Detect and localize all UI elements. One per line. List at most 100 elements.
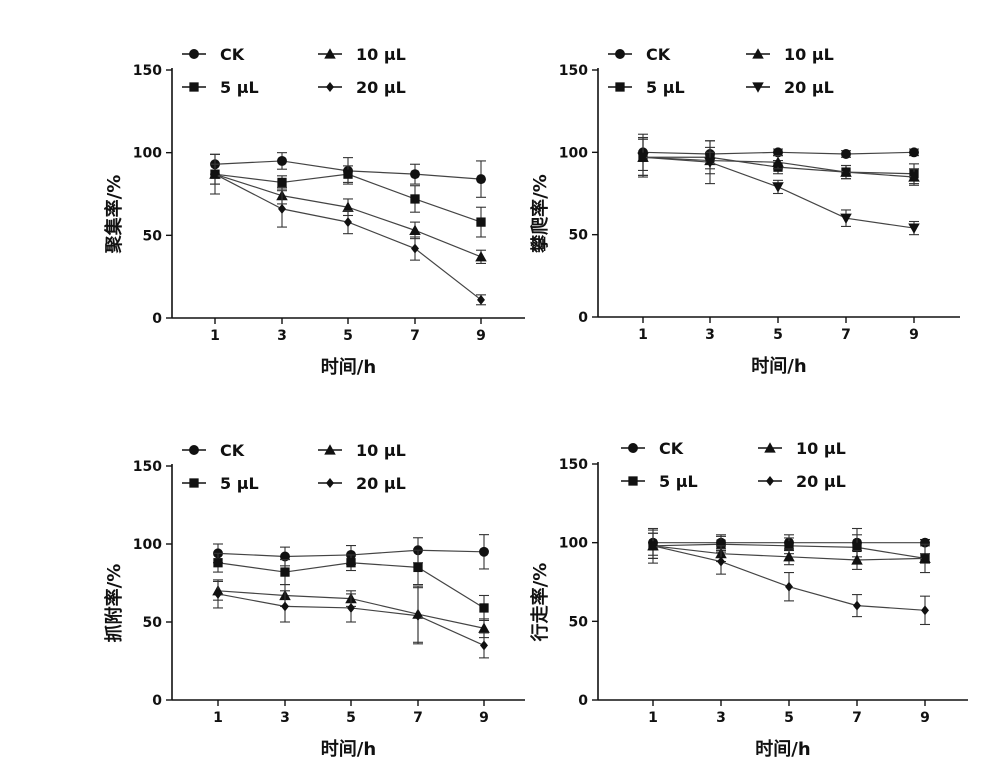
y-tick-label: 150 [133, 459, 162, 475]
data-point [783, 551, 795, 562]
data-point [479, 546, 489, 557]
legend: CK 5 μL 10 μL 20 μL [182, 45, 406, 97]
data-point [649, 540, 657, 551]
y-tick-label: 100 [133, 146, 162, 162]
data-point [840, 166, 852, 177]
legend-item: 5 μL [608, 78, 685, 97]
x-axis-label: 时间/h [321, 357, 376, 378]
legend: CK 5 μL 10 μL 20 μL [621, 439, 846, 491]
legend-label: 10 μL [784, 45, 834, 64]
legend-marker [628, 476, 638, 486]
data-point [840, 213, 852, 224]
legend-marker [189, 49, 199, 59]
legend-item: 10 μL [318, 441, 406, 460]
x-tick-label: 5 [784, 710, 794, 726]
series-4 [210, 153, 486, 306]
legend-marker [189, 445, 199, 455]
x-tick-label: 3 [280, 710, 290, 726]
legend-item: 5 μL [182, 78, 259, 97]
legend: CK 5 μL 10 μL 20 μL [608, 45, 834, 97]
y-tick-label: 50 [143, 228, 163, 244]
legend-item: 5 μL [182, 474, 259, 493]
data-point [477, 294, 485, 305]
data-point [785, 581, 793, 592]
legend-marker [615, 49, 625, 59]
legend-label: 5 μL [220, 78, 259, 97]
y-axis-label: 行走率/% [529, 563, 551, 643]
legend-label: 10 μL [356, 45, 406, 64]
data-point [281, 601, 289, 612]
data-point [772, 182, 784, 193]
legend-marker [764, 442, 776, 453]
x-tick-label: 9 [920, 710, 930, 726]
data-point [716, 539, 726, 549]
data-point [909, 147, 919, 158]
x-tick-label: 7 [841, 327, 851, 343]
chart-panel-3: 0 50 100 150 1 3 5 7 9 时间/h 抓附率/% CK 5 μL 10 μL 20 μL [103, 441, 525, 760]
series-1 [213, 534, 489, 570]
y-tick-label: 0 [152, 311, 162, 327]
data-point [344, 217, 352, 228]
y-tick-label: 150 [559, 457, 588, 473]
x-tick-label: 7 [852, 710, 862, 726]
legend-label: 5 μL [659, 472, 698, 491]
data-point [343, 169, 353, 179]
legend-item: 20 μL [758, 472, 846, 491]
data-point [277, 155, 287, 166]
legend-label: 5 μL [220, 474, 259, 493]
y-tick-label: 50 [569, 228, 589, 244]
x-tick-label: 9 [476, 328, 486, 344]
legend-item: 10 μL [758, 439, 846, 458]
legend-item: 20 μL [318, 78, 406, 97]
data-point [409, 224, 421, 235]
series-4 [213, 579, 489, 659]
y-axis-label: 聚集率/% [103, 175, 125, 255]
data-point [214, 588, 222, 599]
data-point [347, 603, 355, 613]
data-point [919, 552, 931, 564]
legend-marker [628, 443, 638, 453]
chart-panel-4: 0 50 100 150 1 3 5 7 9 时间/h 行走率/% CK 5 μL 10 μL 20 μL [529, 439, 968, 760]
x-tick-label: 5 [773, 327, 783, 343]
data-point [342, 201, 354, 212]
series-2 [213, 549, 489, 621]
data-point [784, 541, 794, 551]
legend-marker [752, 48, 764, 59]
data-point [410, 194, 420, 204]
legend-label: CK [659, 439, 684, 458]
data-point [921, 605, 929, 616]
y-axis-label: 抓附率/% [103, 564, 125, 643]
y-tick-label: 100 [559, 536, 588, 552]
y-tick-label: 50 [569, 614, 589, 630]
x-tick-label: 1 [648, 710, 658, 726]
series-line [214, 173, 482, 301]
legend-label: CK [220, 45, 245, 64]
data-point [772, 156, 784, 167]
data-point [717, 556, 725, 567]
legend-label: CK [646, 45, 671, 64]
chart-panel-1: 0 50 100 150 1 3 5 7 9 时间/h 聚集率/% CK 5 μL 10 μL 20 μL [103, 45, 525, 378]
series-4 [637, 136, 920, 236]
legend-label: 20 μL [356, 78, 406, 97]
data-point [476, 174, 486, 185]
data-point [478, 622, 490, 633]
legend: CK 5 μL 10 μL 20 μL [182, 441, 406, 493]
legend-label: CK [220, 441, 245, 460]
legend-item: CK [608, 45, 671, 64]
legend-item: 5 μL [621, 472, 698, 491]
legend-item: CK [621, 439, 684, 458]
legend-label: 20 μL [784, 78, 834, 97]
x-tick-label: 3 [277, 328, 287, 344]
y-axis-label: 攀爬率/% [529, 174, 551, 254]
data-point [853, 600, 861, 611]
x-axis-label: 时间/h [751, 356, 806, 377]
data-point [411, 243, 419, 254]
legend-label: 5 μL [646, 78, 685, 97]
y-tick-label: 150 [133, 63, 162, 79]
x-axis-label: 时间/h [321, 739, 376, 760]
legend-item: 10 μL [746, 45, 834, 64]
data-point [413, 562, 423, 573]
x-axis-label: 时间/h [755, 739, 810, 760]
x-tick-label: 1 [210, 328, 220, 344]
